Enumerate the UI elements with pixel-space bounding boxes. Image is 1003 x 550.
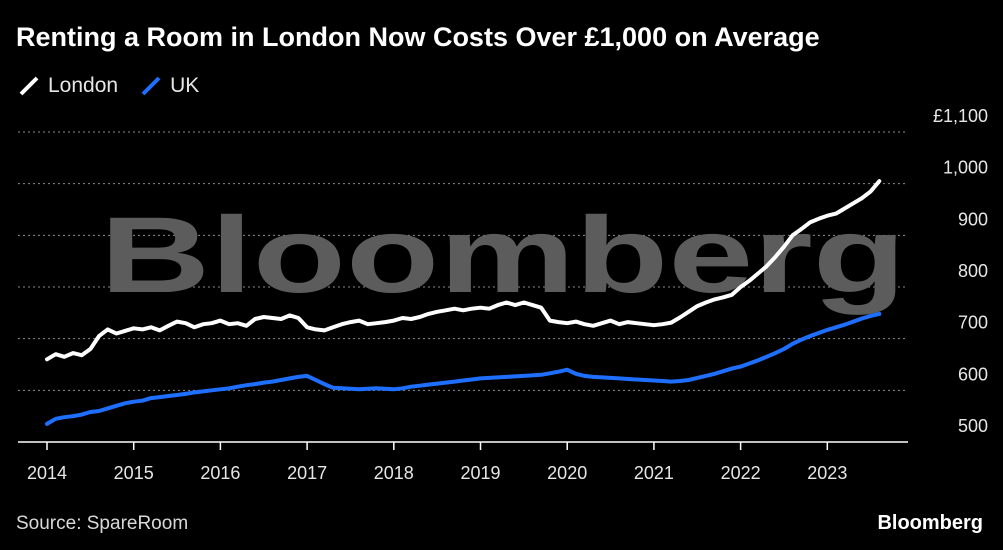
- y-tick-label-600: 600: [958, 364, 988, 384]
- series-line-uk: [45, 311, 882, 426]
- y-tick-label-1100: £1,100: [933, 106, 988, 126]
- legend-item-uk: UK: [140, 74, 199, 98]
- x-tick-label-2017: 2017: [287, 463, 327, 483]
- y-tick-label-900: 900: [958, 209, 988, 229]
- series-lines: [45, 179, 882, 426]
- brand-logo: Bloomberg: [877, 512, 983, 534]
- x-tick-label-2021: 2021: [634, 463, 674, 483]
- source-note: Source: SpareRoom: [16, 513, 189, 534]
- y-tick-label-500: 500: [958, 416, 988, 436]
- x-tick-label-2014: 2014: [27, 463, 67, 483]
- x-tick-label-2015: 2015: [114, 463, 154, 483]
- gridlines: [18, 131, 908, 391]
- x-tick-label-2022: 2022: [721, 463, 761, 483]
- y-tick-label-700: 700: [958, 313, 988, 333]
- y-tick-label-1000: 1,000: [943, 158, 988, 178]
- legend-item-london: London: [18, 74, 118, 98]
- y-axis-labels: 500 600 700 800 900 1,000 £1,100: [933, 106, 988, 436]
- x-tick-label-2018: 2018: [374, 463, 414, 483]
- x-tick-label-2020: 2020: [547, 463, 587, 483]
- x-tick-label-2019: 2019: [460, 463, 500, 483]
- x-tick-label-2023: 2023: [807, 463, 847, 483]
- legend: London UK: [18, 74, 221, 98]
- legend-swatch-london: [19, 76, 39, 96]
- y-tick-label-800: 800: [958, 261, 988, 281]
- legend-swatch-uk: [141, 76, 161, 96]
- chart-title: Renting a Room in London Now Costs Over …: [16, 22, 820, 52]
- x-tick-label-2016: 2016: [200, 463, 240, 483]
- legend-label-uk: UK: [170, 74, 200, 97]
- x-axis-labels: 2014 2015 2016 2017 2018 2019 2020 2021 2022 2023: [27, 463, 847, 483]
- x-axis: [18, 441, 908, 450]
- series-line-london: [45, 179, 882, 362]
- watermark-text: Bloomberg: [100, 194, 906, 315]
- legend-label-london: London: [48, 74, 119, 97]
